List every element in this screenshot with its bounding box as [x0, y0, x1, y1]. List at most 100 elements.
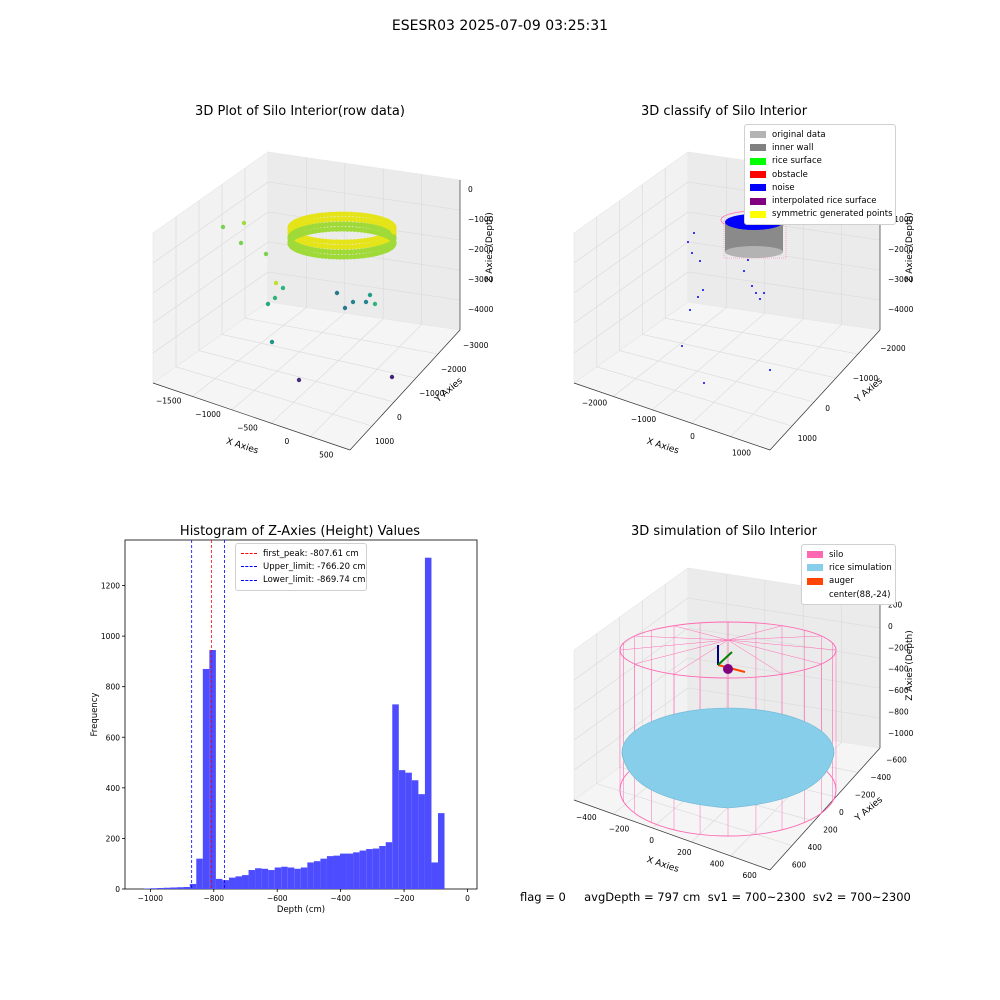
grid-line — [687, 627, 881, 659]
x-tick-label: −2000 — [582, 398, 608, 407]
data-point — [337, 211, 343, 217]
z-tick-label: −3000 — [888, 275, 914, 284]
grid-line — [596, 783, 793, 846]
histogram-bar — [189, 883, 197, 889]
silo-roof-wire — [727, 639, 783, 675]
x-tick-label: 1000 — [732, 449, 751, 458]
histogram-bar — [437, 813, 445, 889]
noise-point — [693, 232, 695, 234]
legend-label: obstacle — [772, 169, 808, 180]
histogram-bar — [242, 875, 249, 889]
z-tick-label: −1000 — [888, 215, 914, 224]
legend-item: noise — [750, 181, 890, 194]
panel3-legend: first_peak: -807.61 cm Upper_limit: -766.… — [235, 543, 367, 591]
y-tick-label: 1000 — [101, 632, 120, 641]
y-tick-label: 600 — [792, 860, 807, 869]
data-point — [238, 240, 244, 246]
legend-line — [241, 553, 257, 555]
noise-point — [755, 292, 757, 294]
legend-label: center(88,-24) — [829, 589, 891, 600]
legend-item: center(88,-24) — [807, 588, 890, 601]
legend-swatch — [750, 131, 766, 139]
x-axis-label: X Axies — [645, 855, 680, 875]
x-tick-label: −1000 — [195, 410, 221, 419]
legend-item: inner wall — [750, 141, 890, 154]
legend-label: rice surface — [772, 156, 822, 167]
data-point — [342, 305, 348, 311]
noise-point — [747, 259, 749, 261]
histogram-bar — [424, 557, 432, 889]
legend-item: auger — [807, 575, 890, 588]
histogram-bar — [346, 853, 354, 889]
x-tick-label: −200 — [394, 894, 415, 903]
histogram-bar — [333, 855, 340, 889]
legend-item: rice simulation — [807, 561, 892, 574]
noise-point — [697, 296, 699, 298]
grid-line — [573, 657, 689, 741]
data-point — [389, 374, 395, 380]
grid-line — [613, 307, 727, 397]
histogram-bar — [163, 887, 171, 889]
histogram-bar — [300, 867, 308, 889]
data-point — [265, 301, 271, 307]
y-tick-label: 0 — [825, 404, 830, 413]
y-tick-label: 0 — [115, 885, 120, 894]
legend-item: Upper_limit: -766.20 cm — [241, 560, 366, 573]
noise-point — [751, 285, 753, 287]
y-tick-label: 800 — [106, 683, 121, 692]
y-tick-label: −2000 — [880, 344, 906, 353]
silo-roof-wire — [727, 635, 822, 641]
data-point — [391, 234, 397, 240]
panel4-legend: silo rice simulation auger center(88,-24) — [801, 544, 896, 606]
data-point — [391, 229, 397, 235]
histogram-bar — [340, 853, 347, 889]
data-point — [341, 244, 347, 250]
grid-line — [573, 211, 689, 294]
x-tick-label: −400 — [330, 894, 351, 903]
panel4-title: 3D simulation of Silo Interior — [631, 524, 817, 539]
grid-line — [244, 317, 439, 355]
y-axis-line — [349, 329, 461, 451]
histogram-bar — [398, 770, 406, 889]
histogram-bar — [359, 850, 367, 889]
z-tick-label: 0 — [888, 622, 893, 631]
panel3-title: Histogram of Z-Axies (Height) Values — [179, 524, 421, 539]
x-axis-line — [573, 799, 771, 871]
status-footer: flag = 0 avgDepth = 797 cm sv1 = 700~230… — [520, 890, 911, 904]
histogram-bar — [372, 848, 380, 889]
noise-point — [743, 270, 745, 272]
histogram-bar — [353, 852, 360, 889]
histogram-bar — [261, 868, 269, 889]
silo-roof-wire — [673, 625, 729, 641]
legend-swatch — [807, 577, 823, 585]
y-tick-label: 0 — [839, 808, 844, 817]
silo-roof-wire — [634, 639, 729, 665]
rice-surface-points — [725, 246, 783, 258]
data-point — [372, 301, 378, 307]
x-tick-label: 0 — [465, 894, 470, 903]
silo-roof-wire — [727, 639, 822, 665]
grid-line — [267, 271, 461, 301]
grid-line — [152, 271, 269, 354]
grid-line — [267, 181, 461, 211]
grid-line — [192, 307, 307, 397]
data-point — [272, 295, 278, 301]
grid-line — [310, 324, 422, 437]
legend-swatch — [750, 144, 766, 152]
x-tick-label: −500 — [237, 424, 258, 433]
y-tick-label: 1000 — [798, 434, 817, 443]
histogram-bar — [255, 868, 262, 889]
silo-roof-wire — [634, 635, 729, 641]
grid-line — [573, 181, 689, 264]
grid-line — [642, 334, 837, 379]
silo-roof-wire — [727, 639, 837, 651]
histogram-bar — [418, 794, 425, 889]
histogram-bar — [144, 888, 151, 889]
y-tick-label: 600 — [106, 733, 121, 742]
noise-point — [699, 260, 701, 262]
z-tick-label: −600 — [888, 686, 909, 695]
x-tick-label: 0 — [285, 437, 290, 446]
legend-label: rice simulation — [829, 562, 892, 573]
legend-item: interpolated rice surface — [750, 194, 890, 207]
